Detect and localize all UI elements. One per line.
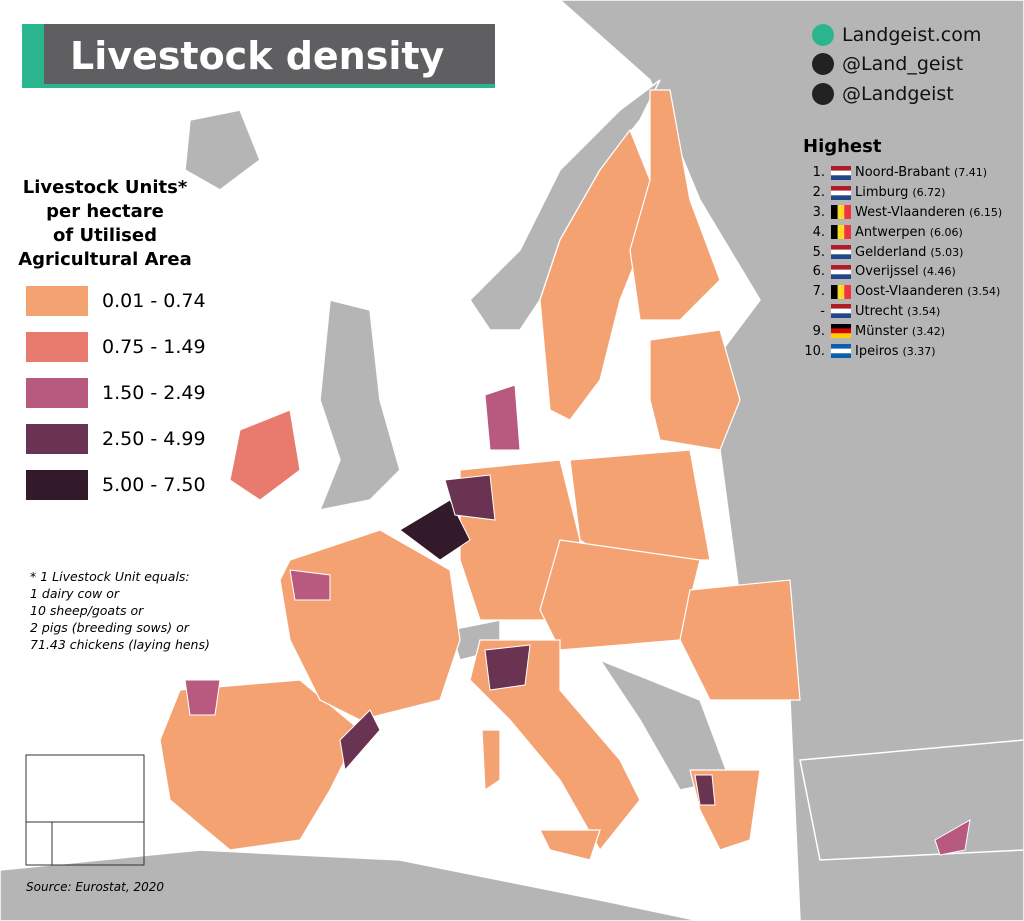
- legend-label: 0.01 - 0.74: [102, 290, 206, 312]
- rank: 3.: [812, 204, 825, 220]
- highest-row: 2. Limburg (6.72): [803, 183, 1002, 203]
- rank: 1.: [812, 165, 825, 181]
- legend-swatch: [26, 332, 88, 362]
- highest-row: 6. Overijssel (4.46): [803, 262, 1002, 282]
- region: Oost-Vlaanderen: [855, 284, 964, 300]
- value: (6.72): [912, 186, 946, 200]
- footnote: * 1 Livestock Unit equals: 1 dairy cow o…: [30, 568, 210, 653]
- highest-row: 3. West-Vlaanderen (6.15): [803, 203, 1003, 223]
- legend-title-line: Livestock Units*: [22, 177, 188, 198]
- website-text: Landgeist.com: [842, 24, 982, 46]
- highest-row: 9. Münster (3.42): [803, 321, 1002, 341]
- flag: [831, 165, 851, 180]
- flag: [831, 245, 851, 260]
- highest-list: Highest 1. Noord-Brabant (7.41) 2. Limburg (6…: [803, 136, 1002, 361]
- value: (6.15): [969, 205, 1003, 219]
- rank: 9.: [812, 323, 825, 339]
- value: (6.06): [929, 225, 963, 239]
- region: Münster: [855, 323, 908, 339]
- value: (3.54): [907, 304, 941, 318]
- legend-item: 0.01 - 0.74: [26, 286, 206, 316]
- highest-row: 10. Ipeiros (3.37): [803, 341, 1002, 361]
- footnote-line: 10 sheep/goats or: [30, 603, 144, 618]
- region: Overijssel: [855, 264, 919, 280]
- flag: [831, 324, 851, 339]
- region: Antwerpen: [855, 224, 926, 240]
- legend-label: 5.00 - 7.50: [102, 474, 206, 496]
- value: (3.54): [967, 285, 1001, 299]
- legend-title-line: of Utilised: [52, 225, 157, 246]
- flag: [831, 264, 851, 279]
- flag: [831, 304, 851, 319]
- flag: [831, 225, 851, 240]
- legend-title-line: Agricultural Area: [18, 249, 192, 270]
- legend-swatch: [26, 470, 88, 500]
- region: Ipeiros: [855, 343, 899, 359]
- legend-item: 0.75 - 1.49: [26, 332, 206, 362]
- website: Landgeist.com: [812, 24, 981, 46]
- flag: [831, 284, 851, 299]
- region: Noord-Brabant: [855, 165, 951, 181]
- region: Utrecht: [855, 303, 904, 319]
- highest-row: 7. Oost-Vlaanderen (3.54): [803, 282, 1002, 302]
- source: Source: Eurostat, 2020: [26, 880, 164, 894]
- legend-label: 0.75 - 1.49: [102, 336, 206, 358]
- region: West-Vlaanderen: [855, 204, 966, 220]
- legend-swatch: [26, 424, 88, 454]
- value: (5.03): [930, 245, 964, 259]
- legend-label: 2.50 - 4.99: [102, 428, 206, 450]
- legend-item: 1.50 - 2.49: [26, 378, 206, 408]
- legend-swatch: [26, 378, 88, 408]
- footnote-line: 71.43 chickens (laying hens): [30, 637, 210, 652]
- twitter-text: @Landgeist: [842, 83, 954, 105]
- title: Livestock density: [22, 24, 495, 88]
- value: (7.41): [954, 166, 988, 180]
- highest-row: 5. Gelderland (5.03): [803, 242, 1002, 262]
- footnote-line: 2 pigs (breeding sows) or: [30, 620, 189, 635]
- footnote-line: 1 dairy cow or: [30, 586, 120, 601]
- highest-row: - Utrecht (3.54): [803, 302, 1002, 322]
- region: Limburg: [855, 185, 909, 201]
- flag: [831, 185, 851, 200]
- rank: 4.: [812, 224, 825, 240]
- legend-label: 1.50 - 2.49: [102, 382, 206, 404]
- footnote-line: * 1 Livestock Unit equals:: [30, 569, 190, 584]
- value: (4.46): [922, 265, 956, 279]
- legend-title-line: per hectare: [46, 201, 164, 222]
- instagram-text: @Land_geist: [842, 53, 964, 75]
- rank: 10.: [804, 343, 825, 359]
- legend-item: 5.00 - 7.50: [26, 470, 206, 500]
- flag: [831, 205, 851, 220]
- highest-row: 1. Noord-Brabant (7.41): [803, 163, 1002, 183]
- legend-title: Livestock Units* per hectare of Utilised…: [10, 176, 200, 272]
- instagram: @Land_geist: [812, 53, 963, 75]
- flag: [831, 344, 851, 359]
- legend-item: 2.50 - 4.99: [26, 424, 206, 454]
- legend-swatch: [26, 286, 88, 316]
- rank: 2.: [812, 185, 825, 201]
- twitter: @Landgeist: [812, 83, 954, 105]
- rank: -: [820, 303, 825, 319]
- region: Gelderland: [855, 244, 927, 260]
- rank: 5.: [812, 244, 825, 260]
- rank: 7.: [812, 284, 825, 300]
- highest-row: 4. Antwerpen (6.06): [803, 222, 1002, 242]
- highest-title: Highest: [803, 136, 882, 157]
- rank: 6.: [812, 264, 825, 280]
- value: (3.42): [911, 324, 945, 338]
- value: (3.37): [902, 344, 936, 358]
